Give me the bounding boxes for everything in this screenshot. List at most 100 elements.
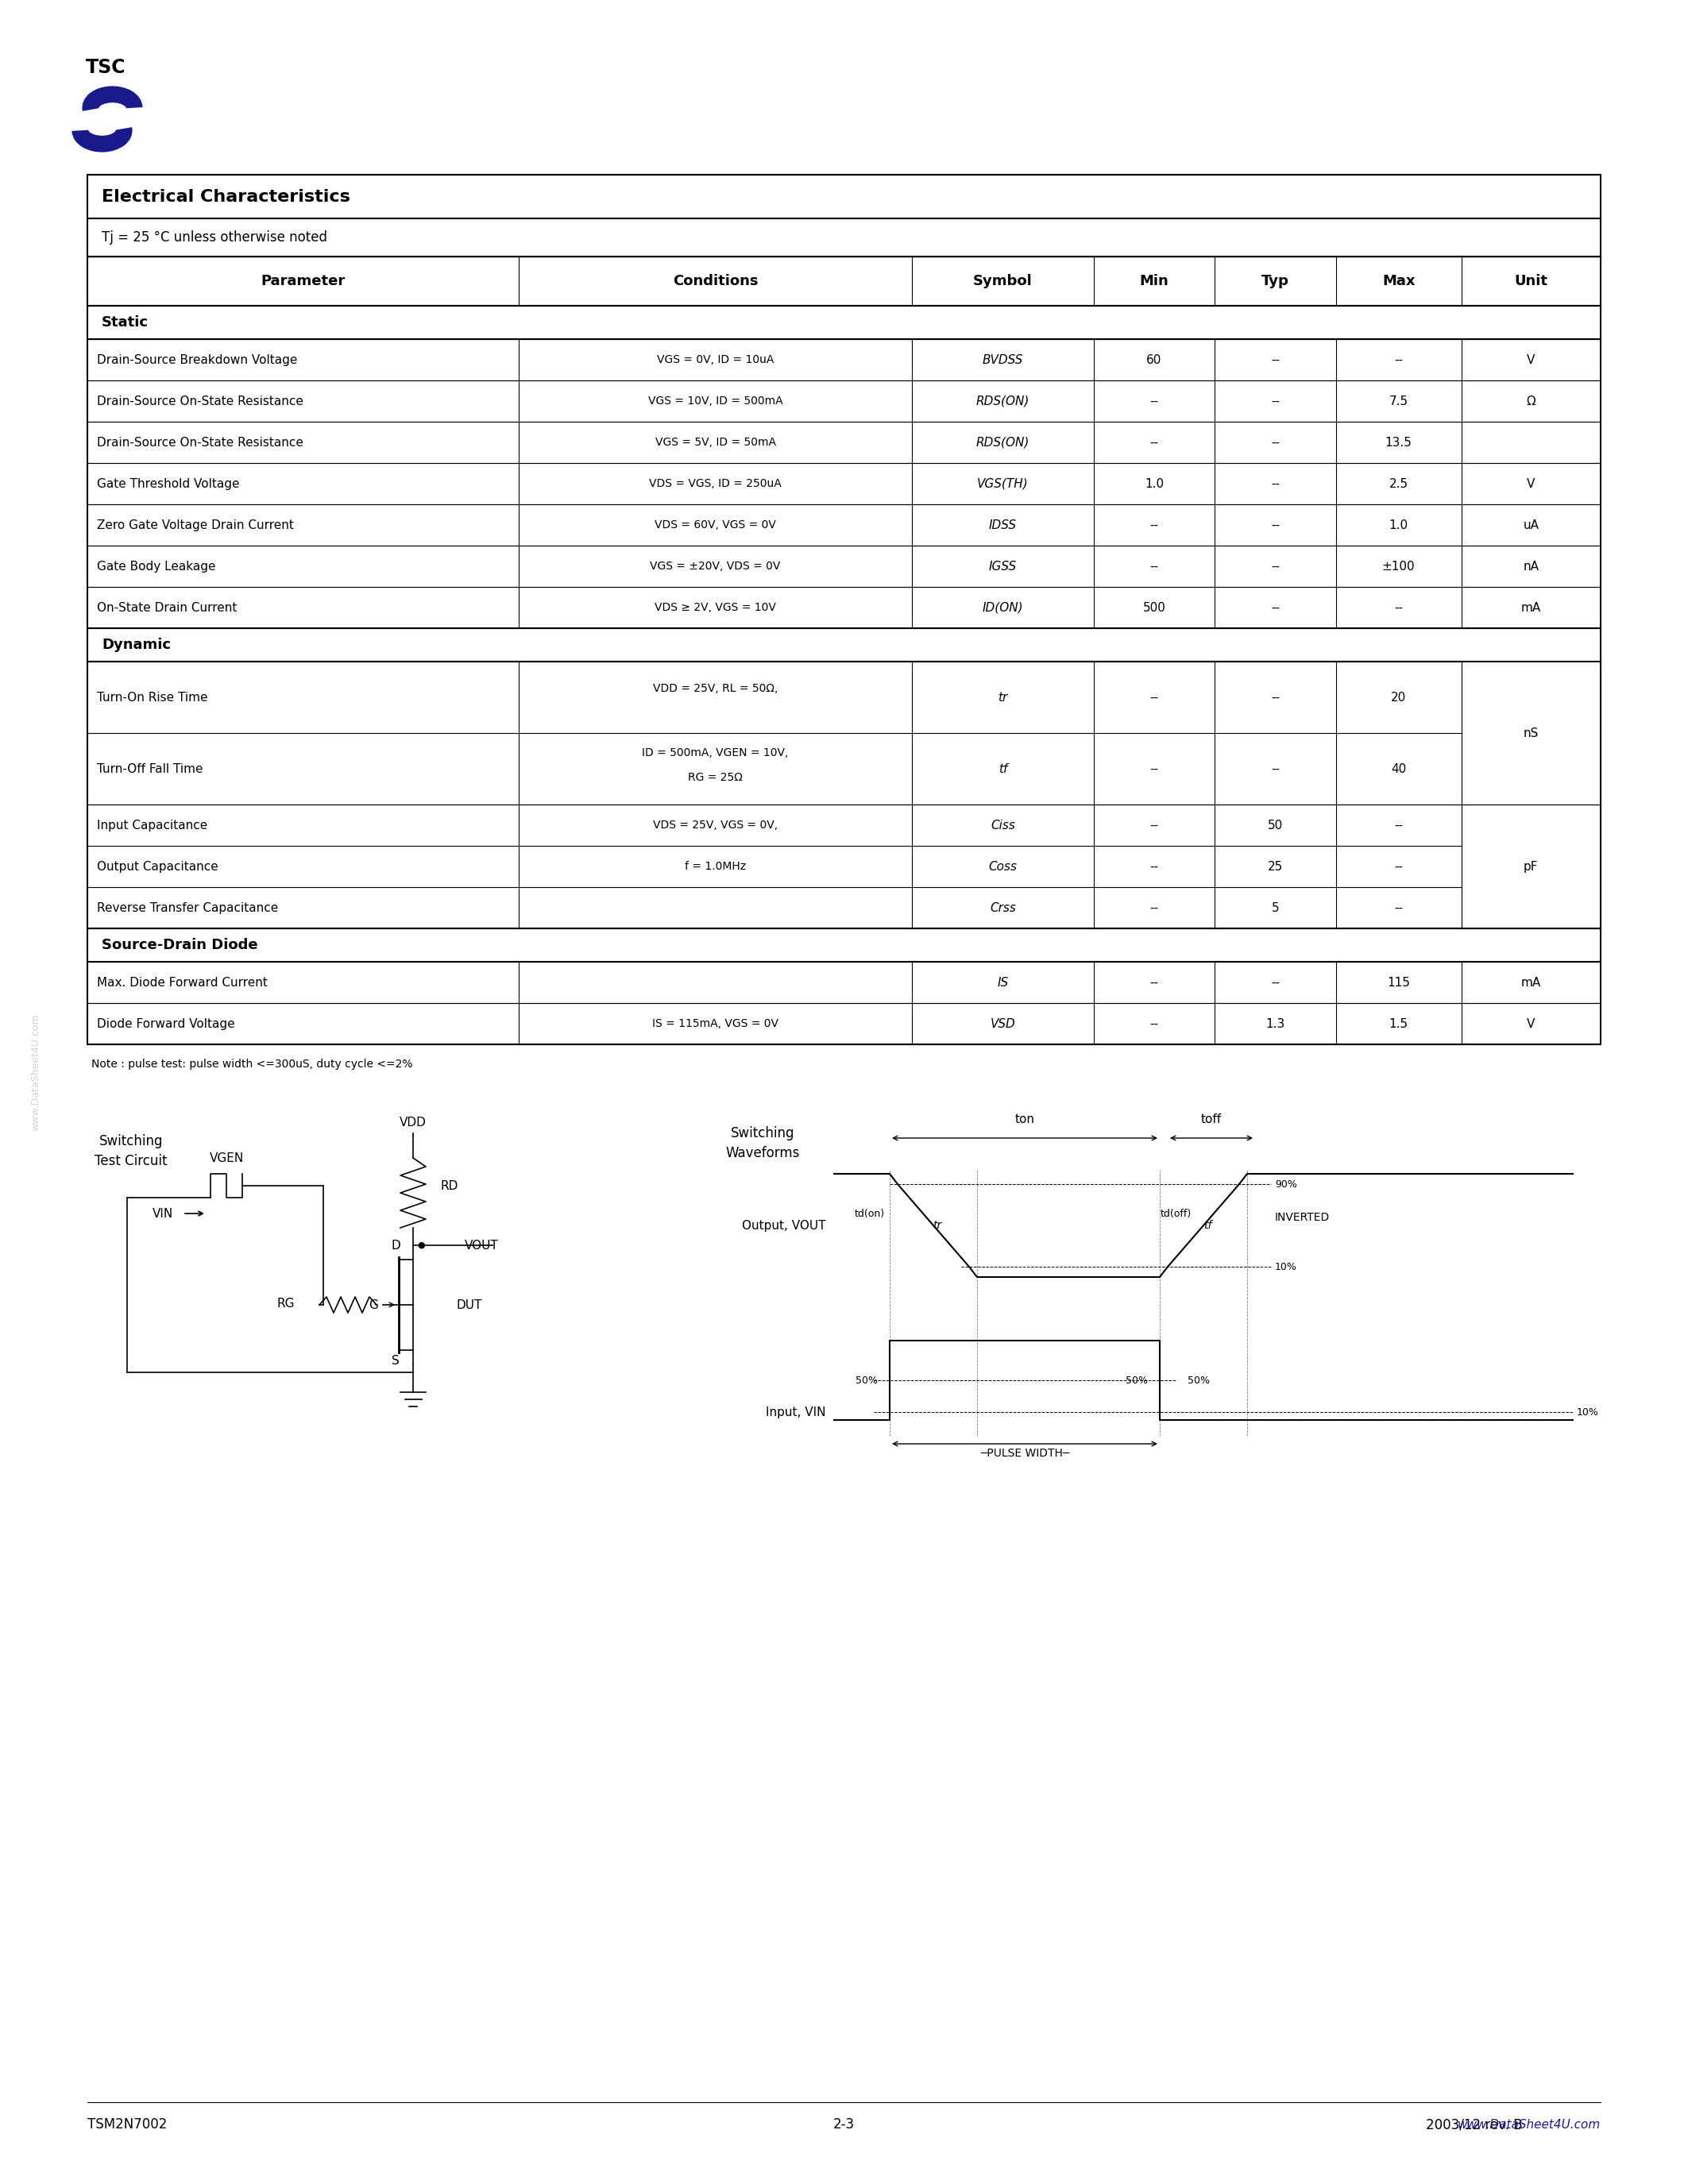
Text: --: -- (1271, 395, 1280, 406)
Text: --: -- (1150, 692, 1158, 703)
Text: Turn-On Rise Time: Turn-On Rise Time (96, 692, 208, 703)
Text: www.DataSheet4U.com: www.DataSheet4U.com (30, 1013, 41, 1131)
Text: TSC: TSC (86, 59, 125, 76)
Text: 20: 20 (1391, 692, 1406, 703)
Text: --: -- (1271, 601, 1280, 614)
Text: Gate Body Leakage: Gate Body Leakage (96, 561, 216, 572)
Text: Input Capacitance: Input Capacitance (96, 819, 208, 832)
Text: Input, VIN: Input, VIN (766, 1406, 825, 1417)
Text: Output Capacitance: Output Capacitance (96, 860, 218, 871)
Text: RG: RG (277, 1297, 295, 1308)
Text: Drain-Source On-State Resistance: Drain-Source On-State Resistance (96, 437, 304, 448)
Text: Note : pulse test: pulse width <=300uS, duty cycle <=2%: Note : pulse test: pulse width <=300uS, … (91, 1059, 412, 1070)
Bar (88, 175, 1600, 1044)
Text: 1.0: 1.0 (1144, 478, 1163, 489)
Text: S: S (392, 1354, 400, 1367)
Text: tf: tf (1204, 1221, 1212, 1232)
Text: td(on): td(on) (854, 1208, 885, 1219)
Text: mA: mA (1521, 601, 1541, 614)
Text: G: G (368, 1299, 378, 1310)
Text: Diode Forward Voltage: Diode Forward Voltage (96, 1018, 235, 1029)
Text: VGS = 0V, ID = 10uA: VGS = 0V, ID = 10uA (657, 354, 773, 365)
Text: VOUT: VOUT (464, 1238, 498, 1251)
Text: --: -- (1271, 762, 1280, 775)
Text: --: -- (1271, 561, 1280, 572)
Text: Switching
Waveforms: Switching Waveforms (726, 1127, 800, 1160)
Text: VDD = 25V, RL = 50Ω,: VDD = 25V, RL = 50Ω, (653, 684, 778, 695)
Text: tr: tr (933, 1221, 942, 1232)
Text: Symbol: Symbol (974, 273, 1033, 288)
Text: --: -- (1394, 601, 1403, 614)
Text: tf: tf (998, 762, 1008, 775)
Text: ─PULSE WIDTH─: ─PULSE WIDTH─ (981, 1448, 1069, 1459)
Text: --: -- (1271, 437, 1280, 448)
Text: pF: pF (1524, 860, 1538, 871)
Text: Static: Static (101, 314, 149, 330)
Text: td(off): td(off) (1160, 1208, 1192, 1219)
Text: Output, VOUT: Output, VOUT (743, 1219, 825, 1232)
Text: --: -- (1394, 354, 1403, 365)
Text: --: -- (1394, 819, 1403, 832)
Text: IS: IS (998, 976, 1008, 989)
Text: ID(ON): ID(ON) (982, 601, 1023, 614)
Text: 10%: 10% (1274, 1262, 1296, 1271)
Text: Gate Threshold Voltage: Gate Threshold Voltage (96, 478, 240, 489)
Text: Drain-Source On-State Resistance: Drain-Source On-State Resistance (96, 395, 304, 406)
Text: 2003/12 rev. B: 2003/12 rev. B (1426, 2116, 1523, 2132)
Bar (1462, 804, 1600, 928)
Text: Dynamic: Dynamic (101, 638, 170, 653)
Text: VDD: VDD (400, 1116, 427, 1129)
Text: 5: 5 (1271, 902, 1280, 913)
Text: 50%: 50% (1126, 1376, 1148, 1385)
Text: --: -- (1271, 692, 1280, 703)
Text: --: -- (1150, 395, 1158, 406)
Text: --: -- (1150, 520, 1158, 531)
Text: --: -- (1394, 860, 1403, 871)
Text: Max. Diode Forward Current: Max. Diode Forward Current (96, 976, 268, 989)
Text: BVDSS: BVDSS (982, 354, 1023, 365)
Text: nA: nA (1523, 561, 1539, 572)
Text: Source-Drain Diode: Source-Drain Diode (101, 937, 258, 952)
Text: --: -- (1150, 976, 1158, 989)
Text: 10%: 10% (1577, 1406, 1599, 1417)
Text: IS = 115mA, VGS = 0V: IS = 115mA, VGS = 0V (652, 1018, 778, 1029)
Text: ●: ● (417, 1241, 425, 1249)
Text: --: -- (1271, 354, 1280, 365)
Text: TSM2N7002: TSM2N7002 (88, 2116, 167, 2132)
Text: Max: Max (1382, 273, 1415, 288)
Text: 13.5: 13.5 (1386, 437, 1413, 448)
Text: --: -- (1150, 1018, 1158, 1029)
Text: VSD: VSD (991, 1018, 1016, 1029)
Text: 1.0: 1.0 (1389, 520, 1408, 531)
Text: Ω: Ω (1526, 395, 1536, 406)
Text: INVERTED: INVERTED (1274, 1212, 1330, 1223)
Text: VGS = ±20V, VDS = 0V: VGS = ±20V, VDS = 0V (650, 561, 780, 572)
Text: VGEN: VGEN (209, 1151, 243, 1164)
Text: RG = 25Ω: RG = 25Ω (689, 771, 743, 782)
Text: mA: mA (1521, 976, 1541, 989)
Text: 25: 25 (1268, 860, 1283, 871)
Text: --: -- (1394, 902, 1403, 913)
Text: 50: 50 (1268, 819, 1283, 832)
Text: nS: nS (1523, 727, 1539, 738)
Text: 2.5: 2.5 (1389, 478, 1408, 489)
Text: DUT: DUT (457, 1299, 483, 1310)
Text: VGS(TH): VGS(TH) (977, 478, 1028, 489)
Text: 115: 115 (1388, 976, 1409, 989)
Text: 60: 60 (1146, 354, 1161, 365)
Text: VDS ≥ 2V, VGS = 10V: VDS ≥ 2V, VGS = 10V (655, 603, 776, 614)
Text: RDS(ON): RDS(ON) (976, 437, 1030, 448)
Text: On-State Drain Current: On-State Drain Current (96, 601, 236, 614)
Text: --: -- (1271, 520, 1280, 531)
Text: RDS(ON): RDS(ON) (976, 395, 1030, 406)
Text: 50%: 50% (856, 1376, 878, 1385)
Text: VDS = 25V, VGS = 0V,: VDS = 25V, VGS = 0V, (653, 819, 778, 830)
Text: Turn-Off Fall Time: Turn-Off Fall Time (96, 762, 203, 775)
Text: 500: 500 (1143, 601, 1166, 614)
Text: --: -- (1150, 437, 1158, 448)
Text: --: -- (1150, 902, 1158, 913)
Text: 1.5: 1.5 (1389, 1018, 1408, 1029)
Text: 1.3: 1.3 (1266, 1018, 1285, 1029)
Text: ton: ton (1014, 1114, 1035, 1125)
Text: f = 1.0MHz: f = 1.0MHz (685, 860, 746, 871)
